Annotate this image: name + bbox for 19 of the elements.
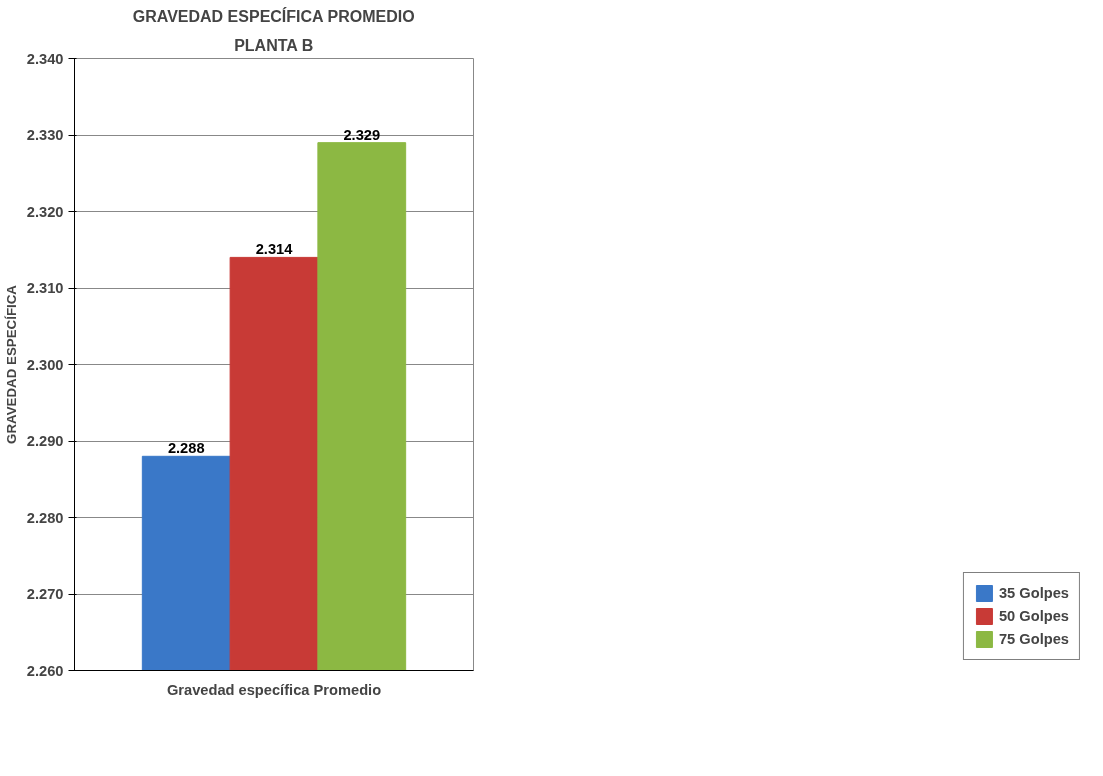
y-tick-label: 2.300: [26, 356, 64, 373]
y-tick-label: 2.320: [26, 203, 64, 220]
legend-label: 35 Golpes: [998, 585, 1069, 601]
data-label: 2.329: [343, 126, 381, 143]
data-label: 2.288: [167, 440, 205, 457]
chart-subtitle: PLANTA B: [234, 36, 314, 54]
y-tick-label: 2.270: [26, 586, 64, 602]
chart-title: GRAVEDAD ESPECÍFICA PROMEDIO: [132, 6, 415, 25]
y-tick-label: 2.330: [26, 127, 64, 143]
y-tick-label: 2.340: [26, 50, 64, 67]
y-tick-label: 2.260: [26, 662, 64, 679]
y-tick-label: 2.280: [26, 509, 64, 526]
y-tick-label: 2.310: [26, 280, 64, 296]
legend-label: 50 Golpes: [998, 608, 1069, 624]
data-label: 2.314: [255, 241, 294, 258]
y-tick-label: 2.290: [26, 433, 64, 449]
y-axis-title: GRAVEDAD ESPECÍFICA: [3, 284, 19, 444]
x-tick-label: Gravedad específica Promedio: [166, 681, 382, 698]
legend-label: 75 Golpes: [998, 631, 1069, 647]
